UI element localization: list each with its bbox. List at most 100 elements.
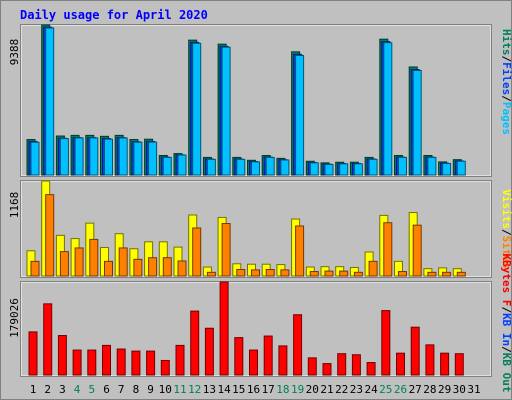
- x-tick-label-day-16: 16: [247, 383, 260, 396]
- bar-kbytes-f-day-24: [366, 362, 376, 376]
- bar-sites-day-16: [251, 269, 260, 277]
- bar-sites-day-4: [74, 247, 84, 277]
- panel-legend: Visits/Sites: [500, 189, 512, 269]
- x-tick-label-day-28: 28: [423, 383, 436, 396]
- bar-pages-day-27: [412, 70, 422, 176]
- bar-kbytes-f-day-2: [43, 303, 53, 376]
- bar-kbytes-f-day-20: [307, 357, 317, 376]
- bar-sites-day-30: [456, 271, 466, 277]
- x-tick-label-day-19: 19: [291, 383, 304, 396]
- x-tick-label-day-15: 15: [232, 383, 245, 396]
- legend-item: Hits: [500, 29, 512, 56]
- x-tick-label-day-8: 8: [133, 383, 140, 396]
- bar-kbytes-f-day-27: [410, 326, 420, 376]
- x-tick-label-day-2: 2: [44, 383, 51, 396]
- bar-sites-day-26: [398, 271, 407, 277]
- bar-sites-day-19: [295, 225, 305, 277]
- x-tick-label-day-12: 12: [188, 383, 201, 396]
- bar-pages-day-2: [45, 27, 55, 176]
- bar-sites-day-24: [368, 260, 378, 277]
- x-tick-label-day-31: 31: [467, 383, 480, 396]
- panel-frame: [20, 24, 492, 177]
- bar-pages-day-4: [74, 137, 84, 176]
- bar-kbytes-f-day-16: [249, 349, 258, 376]
- panel-kbytes: 179026 KBytes F/KB In/KB Out: [8, 253, 512, 392]
- x-tick-label-day-23: 23: [350, 383, 363, 396]
- x-tick-label-day-4: 4: [74, 383, 81, 396]
- bar-sites-day-28: [427, 271, 437, 277]
- bar-kbytes-f-day-3: [57, 335, 67, 376]
- bar-kbytes-f-day-30: [454, 353, 464, 376]
- y-tick-label: 9388: [8, 39, 21, 66]
- bar-sites-day-27: [412, 224, 422, 277]
- bar-sites-day-1: [30, 260, 40, 277]
- bar-pages-day-26: [398, 156, 407, 176]
- bar-kbytes-f-day-15: [234, 337, 244, 376]
- bar-pages-day-23: [353, 163, 363, 176]
- panel-legend: Hits/Files/Pages: [500, 29, 512, 135]
- x-tick-label-day-10: 10: [159, 383, 172, 396]
- legend-item: /: [500, 306, 512, 313]
- bar-kbytes-f-day-9: [146, 350, 156, 376]
- x-tick-label-day-29: 29: [438, 383, 451, 396]
- bar-pages-day-6: [104, 138, 113, 176]
- bar-sites-day-9: [148, 257, 158, 277]
- x-tick-label-day-1: 1: [30, 383, 37, 396]
- bar-pages-day-11: [177, 154, 187, 176]
- y-tick-label: 1168: [8, 192, 21, 219]
- bar-sites-day-22: [339, 270, 349, 277]
- bar-sites-day-13: [206, 271, 216, 277]
- bar-pages-day-29: [442, 162, 452, 176]
- bar-pages-day-17: [265, 156, 275, 176]
- bar-sites-day-2: [45, 194, 55, 277]
- x-tick-label-day-26: 26: [394, 383, 407, 396]
- legend-item: Sites: [500, 236, 512, 269]
- bar-kbytes-f-day-23: [351, 354, 361, 376]
- bar-kbytes-f-day-14: [219, 281, 229, 376]
- bar-sites-day-29: [442, 271, 452, 277]
- bar-pages-day-25: [383, 42, 393, 176]
- legend-item: /: [500, 229, 512, 236]
- bar-kbytes-f-day-11: [175, 344, 185, 376]
- x-tick-label-day-17: 17: [262, 383, 275, 396]
- legend-item: /: [500, 95, 512, 102]
- x-tick-label-day-13: 13: [203, 383, 216, 396]
- bar-sites-day-11: [177, 260, 187, 277]
- bar-sites-day-6: [104, 260, 113, 277]
- bar-kbytes-f-day-25: [381, 310, 391, 376]
- bar-kbytes-f-day-10: [160, 359, 170, 376]
- x-tick-label-day-3: 3: [59, 383, 66, 396]
- x-tick-label-day-21: 21: [320, 383, 333, 396]
- bar-sites-day-3: [59, 251, 69, 277]
- bar-sites-day-21: [324, 270, 334, 277]
- bar-pages-day-13: [206, 158, 216, 176]
- x-tick-label-day-25: 25: [379, 383, 392, 396]
- bar-sites-day-18: [280, 269, 290, 277]
- x-tick-label-day-20: 20: [306, 383, 319, 396]
- bar-pages-day-10: [162, 156, 172, 176]
- legend-item: Visits: [500, 189, 512, 229]
- legend-item: /: [500, 346, 512, 353]
- bar-kbytes-f-day-13: [204, 327, 214, 376]
- x-tick-label-day-6: 6: [103, 383, 110, 396]
- bar-kbytes-f-day-1: [28, 331, 38, 376]
- bar-kbytes-f-day-4: [72, 349, 82, 376]
- bar-kbytes-f-day-12: [190, 310, 200, 376]
- y-tick-label: 179026: [8, 298, 21, 338]
- panel-frame: [20, 180, 492, 278]
- x-tick-label-day-27: 27: [409, 383, 422, 396]
- bar-sites-day-17: [265, 268, 275, 277]
- x-tick-label-day-24: 24: [364, 383, 378, 396]
- bar-pages-day-21: [324, 163, 334, 176]
- bar-pages-day-12: [192, 42, 202, 176]
- panel-legend: KBytes F/KB In/KB Out: [500, 253, 512, 392]
- bar-sites-day-14: [221, 223, 231, 277]
- bar-kbytes-f-day-21: [322, 363, 332, 376]
- legend-item: /: [500, 56, 512, 63]
- legend-item: KB In: [500, 313, 512, 346]
- bar-pages-day-1: [30, 141, 40, 176]
- legend-item: KB Out: [500, 353, 512, 393]
- bar-sites-day-15: [236, 268, 246, 277]
- panel-frame-highlight: [21, 282, 491, 376]
- legend-item: Files: [500, 62, 512, 95]
